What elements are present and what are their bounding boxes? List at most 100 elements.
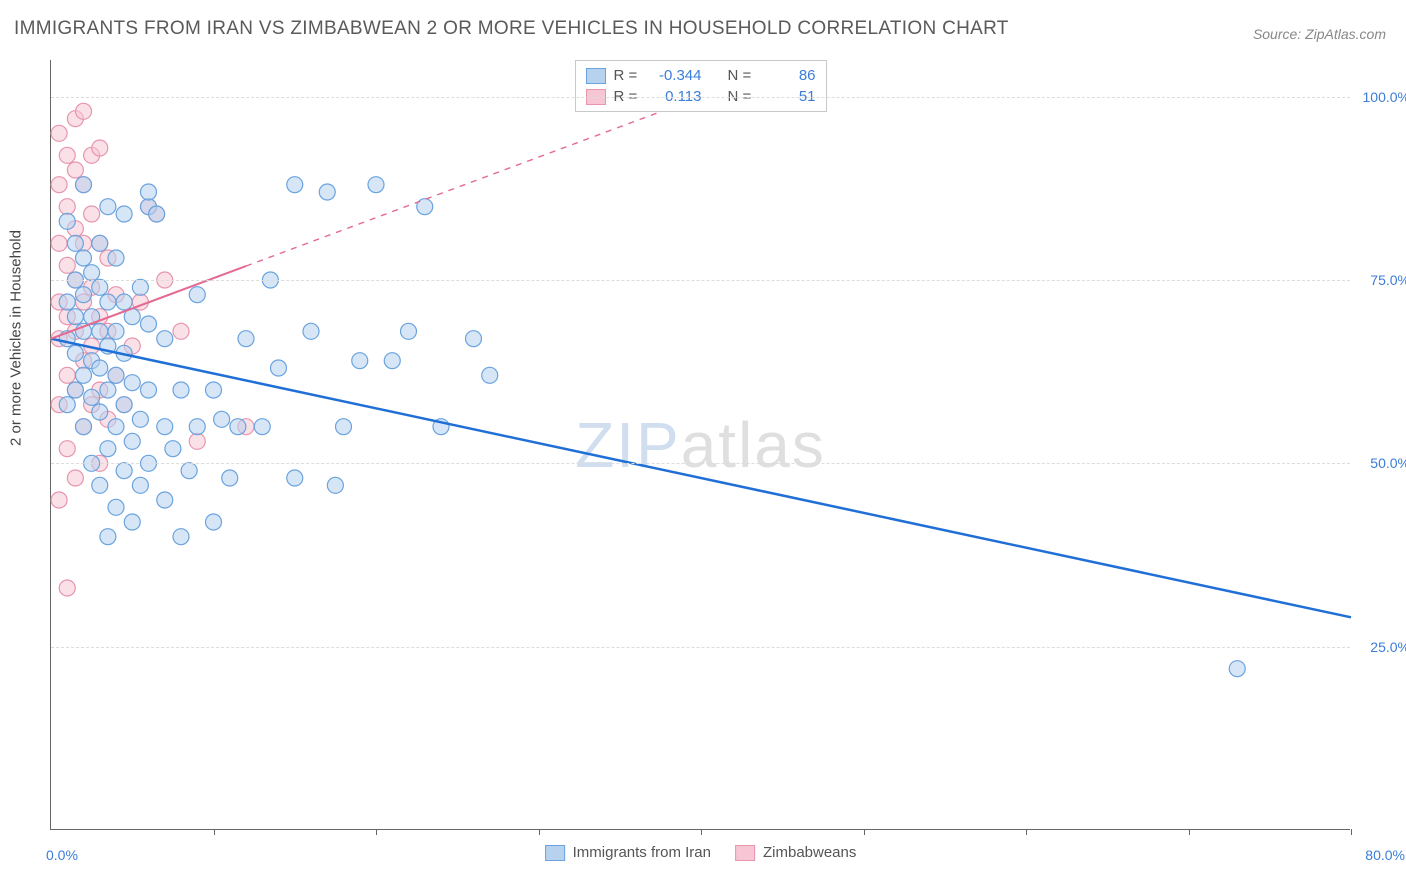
iran-point — [132, 279, 148, 295]
zimbabwe-point — [189, 433, 205, 449]
iran-point — [165, 441, 181, 457]
iran-point — [108, 367, 124, 383]
iran-point — [76, 367, 92, 383]
iran-point — [59, 397, 75, 413]
iran-point — [100, 441, 116, 457]
iran-point — [100, 199, 116, 215]
series-legend-item: Zimbabweans — [735, 844, 856, 861]
iran-point — [92, 477, 108, 493]
y-tick-label: 50.0% — [1370, 455, 1406, 471]
series-legend-label: Immigrants from Iran — [573, 844, 711, 861]
iran-point — [157, 419, 173, 435]
iran-point — [352, 353, 368, 369]
iran-point — [92, 360, 108, 376]
iran-point — [124, 375, 140, 391]
iran-point — [149, 206, 165, 222]
plot-area: ZIPatlas R =-0.344N =86R =0.113N =51 0.0… — [50, 60, 1350, 830]
iran-point — [482, 367, 498, 383]
iran-point — [206, 382, 222, 398]
iran-point — [67, 309, 83, 325]
iran-point — [100, 382, 116, 398]
series-legend-label: Zimbabweans — [763, 844, 856, 861]
iran-point — [76, 287, 92, 303]
iran-point — [466, 331, 482, 347]
n-value: 86 — [766, 67, 816, 84]
iran-point — [59, 294, 75, 310]
r-value: -0.344 — [652, 67, 702, 84]
y-tick-label: 100.0% — [1363, 89, 1406, 105]
x-tick — [1026, 829, 1027, 835]
iran-point — [141, 184, 157, 200]
source-attribution: Source: ZipAtlas.com — [1253, 26, 1386, 42]
iran-point — [254, 419, 270, 435]
iran-point — [1229, 661, 1245, 677]
zimbabwe-point — [59, 580, 75, 596]
iran-point — [92, 279, 108, 295]
iran-point — [59, 213, 75, 229]
gridline — [51, 463, 1350, 464]
iran-point — [336, 419, 352, 435]
iran-point — [108, 499, 124, 515]
zimbabwe-point — [51, 235, 67, 251]
iran-point — [141, 316, 157, 332]
chart-container: IMMIGRANTS FROM IRAN VS ZIMBABWEAN 2 OR … — [0, 0, 1406, 892]
iran-point — [116, 206, 132, 222]
iran-point — [157, 492, 173, 508]
zimbabwe-trendline-extrapolated — [246, 97, 701, 266]
zimbabwe-point — [76, 103, 92, 119]
iran-point — [368, 177, 384, 193]
iran-point — [124, 514, 140, 530]
iran-point — [92, 404, 108, 420]
x-axis-min-label: 0.0% — [46, 847, 78, 863]
zimbabwe-point — [59, 441, 75, 457]
iran-point — [214, 411, 230, 427]
gridline — [51, 647, 1350, 648]
zimbabwe-point — [51, 492, 67, 508]
iran-point — [76, 177, 92, 193]
correlation-legend: R =-0.344N =86R =0.113N =51 — [575, 60, 827, 112]
iran-point — [116, 294, 132, 310]
y-tick-label: 75.0% — [1370, 272, 1406, 288]
x-tick — [1351, 829, 1352, 835]
chart-title: IMMIGRANTS FROM IRAN VS ZIMBABWEAN 2 OR … — [14, 18, 1009, 40]
iran-point — [124, 433, 140, 449]
correlation-legend-row: R = -0.344 N = 86 — [586, 65, 816, 86]
zimbabwe-point — [84, 206, 100, 222]
zimbabwe-point — [67, 162, 83, 178]
iran-point — [303, 323, 319, 339]
iran-point — [108, 250, 124, 266]
y-tick-label: 25.0% — [1370, 639, 1406, 655]
iran-point — [100, 529, 116, 545]
zimbabwe-point — [67, 470, 83, 486]
iran-point — [230, 419, 246, 435]
y-axis-title: 2 or more Vehicles in Household — [8, 230, 25, 446]
iran-point — [67, 235, 83, 251]
iran-point — [67, 345, 83, 361]
gridline — [51, 97, 1350, 98]
iran-point — [384, 353, 400, 369]
iran-trendline — [51, 339, 1351, 618]
zimbabwe-point — [51, 177, 67, 193]
iran-point — [76, 250, 92, 266]
legend-swatch — [586, 68, 606, 84]
iran-point — [67, 382, 83, 398]
iran-point — [271, 360, 287, 376]
n-label: N = — [728, 67, 758, 84]
iran-point — [92, 323, 108, 339]
x-tick — [864, 829, 865, 835]
iran-point — [76, 419, 92, 435]
zimbabwe-point — [59, 257, 75, 273]
iran-point — [287, 470, 303, 486]
zimbabwe-point — [59, 199, 75, 215]
iran-point — [157, 331, 173, 347]
x-tick — [214, 829, 215, 835]
x-tick — [376, 829, 377, 835]
r-label: R = — [614, 67, 644, 84]
iran-point — [327, 477, 343, 493]
zimbabwe-point — [59, 147, 75, 163]
iran-point — [189, 419, 205, 435]
zimbabwe-point — [59, 367, 75, 383]
iran-point — [173, 529, 189, 545]
legend-swatch — [735, 845, 755, 861]
iran-point — [132, 411, 148, 427]
